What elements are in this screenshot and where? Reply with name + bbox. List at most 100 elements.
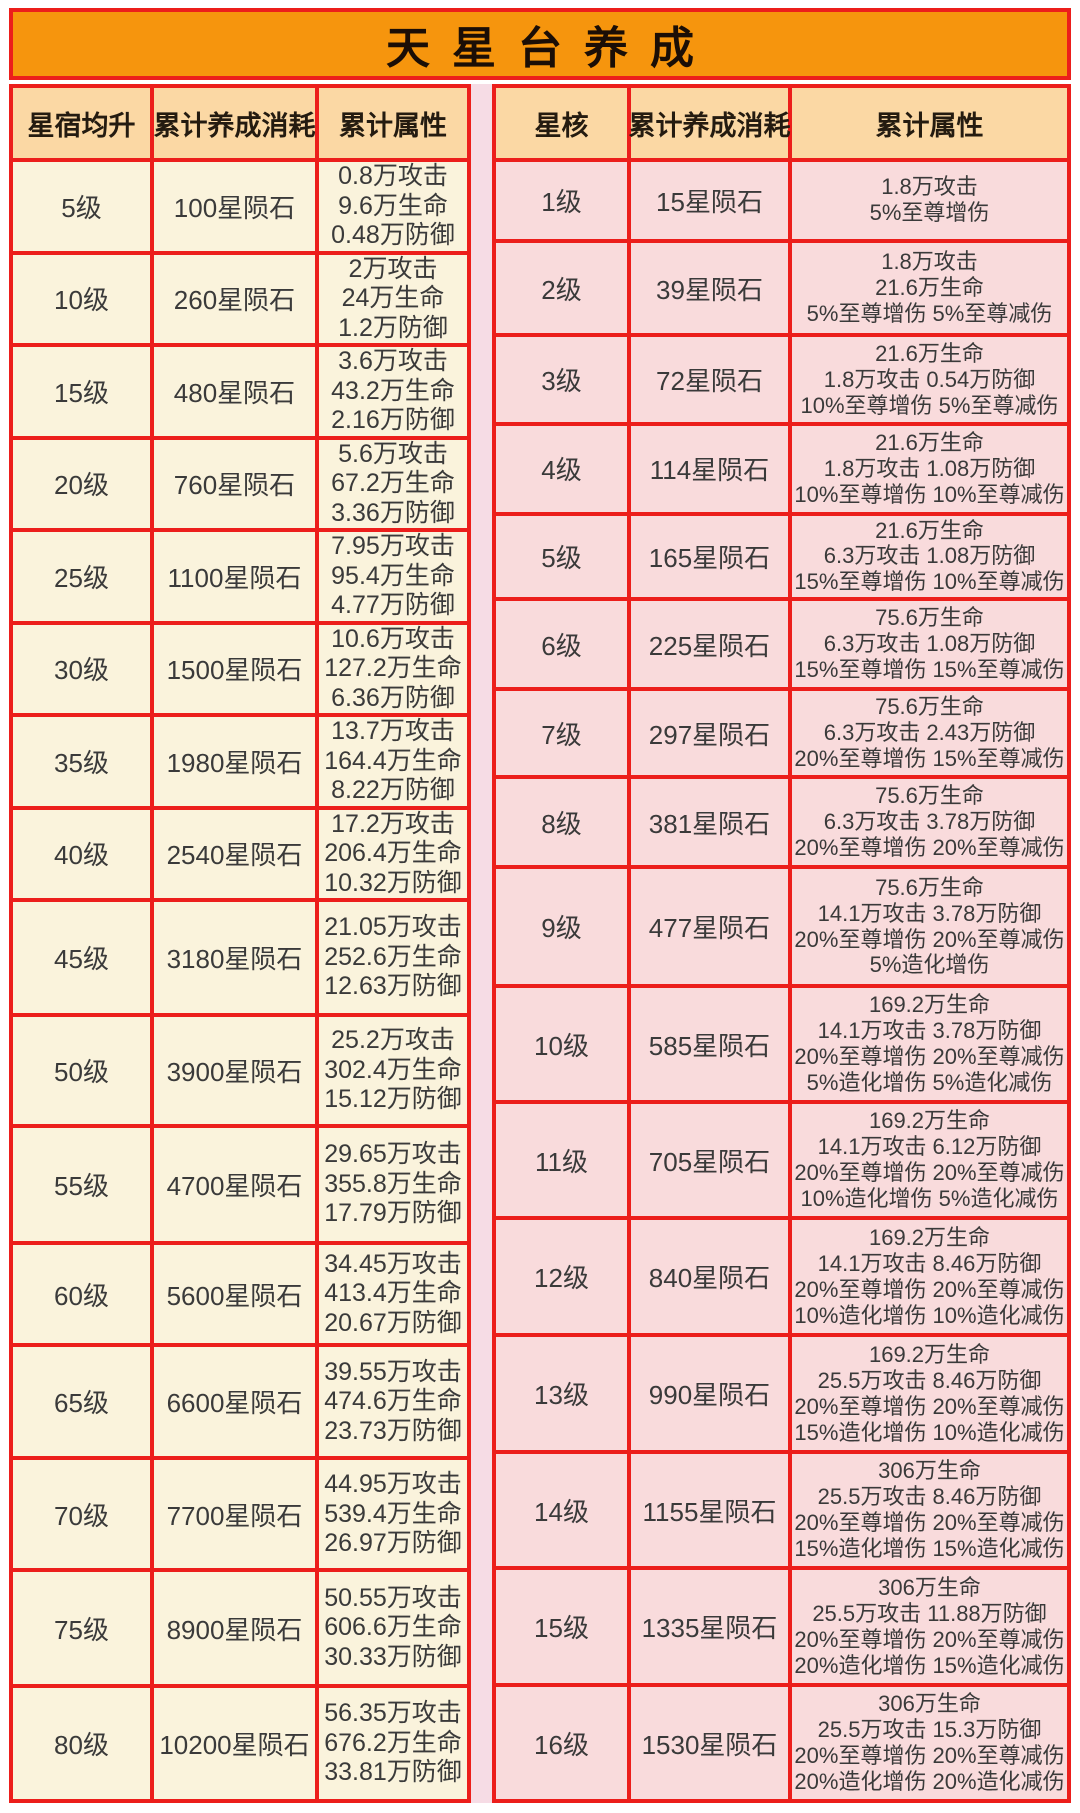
row-cost-cell: 477星陨石 bbox=[631, 868, 788, 985]
row-cost-cell: 15星陨石 bbox=[631, 162, 788, 239]
attribute-line: 14.1万攻击 6.12万防御 bbox=[817, 1134, 1042, 1160]
title-bar: 天星台养成 bbox=[9, 8, 1071, 80]
row-level-cell: 20级 bbox=[13, 439, 150, 528]
row-level-cell: 35级 bbox=[13, 717, 150, 806]
attribute-line: 15%造化增伤 10%造化减伤 bbox=[794, 1419, 1065, 1445]
attribute-line: 25.2万攻击 bbox=[331, 1026, 455, 1055]
attribute-line: 30.33万防御 bbox=[324, 1642, 462, 1671]
attribute-line: 29.65万攻击 bbox=[324, 1140, 462, 1169]
attribute-line: 20%至尊增伤 20%至尊减伤 bbox=[794, 1160, 1065, 1186]
row-cost-cell: 5600星陨石 bbox=[154, 1244, 315, 1344]
row-attributes-cell: 3.6万攻击 43.2万生命 2.16万防御 bbox=[319, 347, 467, 436]
attribute-line: 169.2万生命 bbox=[868, 1224, 991, 1250]
attribute-line: 2万攻击 bbox=[348, 254, 438, 283]
attribute-line: 306万生命 bbox=[878, 1458, 981, 1484]
row-cost-cell: 705星陨石 bbox=[631, 1104, 788, 1217]
attribute-line: 1.8万攻击 1.08万防御 bbox=[823, 455, 1036, 481]
attribute-line: 20%至尊增伤 20%至尊减伤 bbox=[794, 1393, 1065, 1419]
row-level-cell: 16级 bbox=[496, 1687, 627, 1799]
attribute-line: 20%至尊增伤 20%至尊减伤 bbox=[794, 1510, 1065, 1536]
attribute-line: 0.8万攻击 bbox=[338, 162, 448, 190]
row-level-cell: 75级 bbox=[13, 1572, 150, 1685]
attribute-line: 17.2万攻击 bbox=[331, 809, 455, 838]
attribute-line: 20%至尊增伤 15%至尊减伤 bbox=[794, 746, 1065, 772]
row-attributes-cell: 75.6万生命 6.3万攻击 2.43万防御 20%至尊增伤 15%至尊减伤 bbox=[792, 691, 1067, 776]
row-cost-cell: 760星陨石 bbox=[154, 439, 315, 528]
row-level-cell: 8级 bbox=[496, 779, 627, 865]
row-cost-cell: 1155星陨石 bbox=[631, 1454, 788, 1567]
attribute-line: 10%至尊增伤 5%至尊减伤 bbox=[800, 392, 1059, 418]
row-level-cell: 10级 bbox=[496, 988, 627, 1101]
attribute-line: 606.6万生命 bbox=[324, 1613, 462, 1642]
attribute-line: 4.77万防御 bbox=[331, 591, 455, 619]
attribute-line: 1.8万攻击 bbox=[881, 174, 978, 200]
row-cost-cell: 3180星陨石 bbox=[154, 902, 315, 1013]
attribute-line: 9.6万生命 bbox=[338, 191, 448, 220]
attribute-line: 10.6万攻击 bbox=[331, 624, 455, 653]
row-level-cell: 80级 bbox=[13, 1688, 150, 1799]
row-attributes-cell: 169.2万生命 14.1万攻击 6.12万防御 20%至尊增伤 20%至尊减伤 10… bbox=[792, 1104, 1067, 1217]
attribute-line: 169.2万生命 bbox=[868, 1341, 991, 1367]
row-level-cell: 4级 bbox=[496, 425, 627, 512]
attribute-line: 127.2万生命 bbox=[324, 654, 462, 682]
attribute-line: 21.05万攻击 bbox=[324, 913, 462, 942]
row-level-cell: 5级 bbox=[496, 515, 627, 598]
attribute-line: 21.6万生命 bbox=[875, 429, 984, 455]
attribute-line: 6.3万攻击 1.08万防御 bbox=[823, 543, 1036, 569]
table-divider bbox=[471, 84, 492, 1803]
row-cost-cell: 990星陨石 bbox=[631, 1337, 788, 1451]
attribute-line: 75.6万生命 bbox=[875, 605, 984, 631]
row-level-cell: 45级 bbox=[13, 902, 150, 1013]
attribute-line: 25.5万攻击 15.3万防御 bbox=[817, 1717, 1042, 1743]
attribute-line: 5%造化增伤 bbox=[869, 952, 990, 978]
row-cost-cell: 6600星陨石 bbox=[154, 1347, 315, 1457]
attribute-line: 20%造化增伤 20%造化减伤 bbox=[794, 1768, 1065, 1794]
attribute-line: 25.5万攻击 8.46万防御 bbox=[817, 1367, 1042, 1393]
attribute-line: 21.6万生命 bbox=[875, 275, 984, 301]
row-level-cell: 3级 bbox=[496, 337, 627, 422]
attribute-line: 95.4万生命 bbox=[331, 561, 455, 590]
attribute-line: 39.55万攻击 bbox=[324, 1357, 462, 1386]
row-cost-cell: 39星陨石 bbox=[631, 242, 788, 334]
attribute-line: 539.4万生命 bbox=[324, 1499, 462, 1528]
attribute-line: 169.2万生命 bbox=[868, 992, 991, 1018]
row-attributes-cell: 169.2万生命 25.5万攻击 8.46万防御 20%至尊增伤 20%至尊减伤 15… bbox=[792, 1337, 1067, 1451]
attribute-line: 169.2万生命 bbox=[868, 1108, 991, 1134]
attribute-line: 43.2万生命 bbox=[331, 376, 455, 405]
attribute-line: 23.73万防御 bbox=[324, 1416, 462, 1445]
row-level-cell: 70级 bbox=[13, 1460, 150, 1569]
right-header-cost: 累计养成消耗 bbox=[629, 88, 791, 158]
row-level-cell: 1级 bbox=[496, 162, 627, 239]
attribute-line: 34.45万攻击 bbox=[324, 1249, 462, 1278]
row-level-cell: 10级 bbox=[13, 254, 150, 343]
row-level-cell: 13级 bbox=[496, 1337, 627, 1451]
attribute-line: 252.6万生命 bbox=[324, 942, 462, 971]
attribute-line: 14.1万攻击 3.78万防御 bbox=[817, 900, 1042, 926]
row-attributes-cell: 75.6万生命 6.3万攻击 3.78万防御 20%至尊增伤 20%至尊减伤 bbox=[792, 779, 1067, 865]
attribute-line: 14.1万攻击 8.46万防御 bbox=[817, 1250, 1042, 1276]
attribute-line: 5%造化增伤 5%造化减伤 bbox=[806, 1070, 1053, 1096]
row-attributes-cell: 0.8万攻击 9.6万生命 0.48万防御 bbox=[319, 162, 467, 251]
left-header-level: 星宿均升 bbox=[13, 88, 150, 158]
row-level-cell: 5级 bbox=[13, 162, 150, 251]
star-lodge-table: 星宿均升 累计养成消耗 累计属性 5级 100星陨石 0.8万攻击 9.6万生命 0.4… bbox=[9, 84, 471, 1803]
attribute-line: 1.2万防御 bbox=[338, 313, 448, 342]
row-cost-cell: 2540星陨石 bbox=[154, 809, 315, 898]
row-attributes-cell: 29.65万攻击 355.8万生命 17.79万防御 bbox=[319, 1127, 467, 1241]
row-cost-cell: 840星陨石 bbox=[631, 1220, 788, 1334]
row-attributes-cell: 75.6万生命 6.3万攻击 1.08万防御 15%至尊增伤 15%至尊减伤 bbox=[792, 601, 1067, 688]
attribute-line: 10%造化增伤 5%造化减伤 bbox=[800, 1186, 1059, 1212]
left-header-attrs: 累计属性 bbox=[319, 88, 467, 158]
attribute-line: 206.4万生命 bbox=[324, 839, 462, 867]
row-cost-cell: 8900星陨石 bbox=[154, 1572, 315, 1685]
attribute-line: 2.16万防御 bbox=[331, 406, 455, 434]
row-level-cell: 25级 bbox=[13, 532, 150, 621]
row-cost-cell: 381星陨石 bbox=[631, 779, 788, 865]
row-attributes-cell: 44.95万攻击 539.4万生命 26.97万防御 bbox=[319, 1460, 467, 1569]
row-attributes-cell: 2万攻击 24万生命 1.2万防御 bbox=[319, 254, 467, 343]
attribute-line: 56.35万攻击 bbox=[324, 1699, 462, 1728]
attribute-line: 306万生命 bbox=[878, 1691, 981, 1717]
row-cost-cell: 585星陨石 bbox=[631, 988, 788, 1101]
row-cost-cell: 297星陨石 bbox=[631, 691, 788, 776]
row-attributes-cell: 21.6万生命 1.8万攻击 1.08万防御 10%至尊增伤 10%至尊减伤 bbox=[792, 425, 1067, 512]
